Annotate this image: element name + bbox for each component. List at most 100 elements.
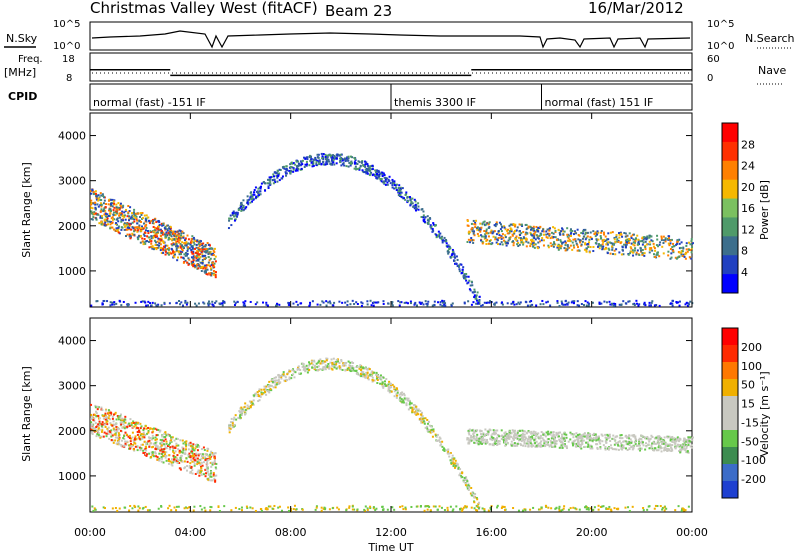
- data-cell: [550, 431, 553, 434]
- data-cell: [335, 162, 338, 165]
- data-cell: [681, 250, 684, 253]
- data-cell: [578, 304, 581, 307]
- data-cell: [94, 404, 97, 407]
- data-cell: [584, 231, 587, 234]
- data-cell: [611, 243, 614, 246]
- data-cell: [417, 205, 420, 208]
- data-cell: [143, 238, 146, 241]
- data-cell: [159, 429, 162, 432]
- data-cell: [531, 437, 534, 440]
- data-cell: [321, 368, 324, 371]
- data-cell: [569, 228, 572, 231]
- data-cell: [622, 444, 625, 447]
- data-cell: [465, 476, 468, 479]
- data-cell: [138, 422, 141, 425]
- data-cell: [439, 444, 442, 447]
- data-cell: [143, 214, 146, 217]
- data-cell: [289, 163, 292, 166]
- data-cell: [577, 238, 580, 241]
- data-cell: [198, 445, 201, 448]
- data-cell: [104, 206, 107, 209]
- data-cell: [487, 232, 490, 235]
- data-cell: [178, 449, 181, 452]
- data-cell: [571, 248, 574, 251]
- data-cell: [147, 426, 150, 429]
- data-cell: [569, 438, 572, 441]
- data-cell: [325, 300, 328, 303]
- data-cell: [185, 445, 188, 448]
- data-cell: [184, 252, 187, 255]
- data-cell: [426, 427, 429, 430]
- data-cell: [140, 447, 143, 450]
- data-cell: [557, 247, 560, 250]
- data-cell: [364, 374, 367, 377]
- data-cell: [495, 301, 498, 304]
- data-cell: [459, 263, 462, 266]
- data-cell: [271, 380, 274, 383]
- data-cell: [639, 247, 642, 250]
- data-cell: [599, 244, 602, 247]
- data-cell: [201, 464, 204, 467]
- data-cell: [467, 488, 470, 491]
- data-cell: [581, 441, 584, 444]
- data-cell: [98, 422, 101, 425]
- data-cell: [111, 216, 114, 219]
- data-cell: [462, 274, 465, 277]
- data-cell: [117, 427, 120, 430]
- data-cell: [170, 230, 173, 233]
- data-cell: [163, 301, 166, 304]
- data-cell: [644, 240, 647, 243]
- data-cell: [170, 235, 173, 238]
- data-cell: [669, 248, 672, 251]
- data-cell: [113, 429, 116, 432]
- data-cell: [669, 437, 672, 440]
- data-cell: [150, 237, 153, 240]
- data-cell: [265, 393, 268, 396]
- data-cell: [621, 235, 624, 238]
- data-cell: [154, 243, 157, 246]
- data-cell: [601, 434, 604, 437]
- data-cell: [191, 460, 194, 463]
- data-cell: [175, 242, 178, 245]
- data-cell: [326, 156, 329, 159]
- data-cell: [393, 184, 396, 187]
- data-cell: [519, 234, 522, 237]
- data-cell: [431, 435, 434, 438]
- data-cell: [586, 235, 589, 238]
- data-cell: [153, 443, 156, 446]
- data-cell: [568, 238, 571, 241]
- data-cell: [285, 379, 288, 382]
- data-cell: [552, 433, 555, 436]
- data-cell: [653, 253, 656, 256]
- data-cell: [601, 245, 604, 248]
- data-cell: [146, 432, 149, 435]
- data-cell: [178, 241, 181, 244]
- data-cell: [442, 301, 445, 304]
- data-cell: [119, 204, 122, 207]
- data-cell: [514, 230, 517, 233]
- data-cell: [240, 406, 243, 409]
- data-cell: [150, 245, 153, 248]
- data-cell: [181, 250, 184, 253]
- data-cell: [266, 383, 269, 386]
- data-cell: [123, 434, 126, 437]
- data-cell: [155, 434, 158, 437]
- data-cell: [339, 153, 342, 156]
- data-cell: [407, 200, 410, 203]
- data-cell: [432, 430, 435, 433]
- data-cell: [399, 188, 402, 191]
- data-cell: [348, 365, 351, 368]
- data-cell: [134, 422, 137, 425]
- data-cell: [508, 230, 511, 233]
- data-cell: [97, 205, 100, 208]
- data-cell: [406, 399, 409, 402]
- power-colorbar-tick-4: 12: [741, 223, 755, 236]
- data-cell: [147, 431, 150, 434]
- data-cell: [268, 385, 271, 388]
- data-cell: [191, 448, 194, 451]
- data-cell: [210, 263, 213, 266]
- data-cell: [169, 440, 172, 443]
- data-cell: [197, 248, 200, 251]
- data-cell: [683, 255, 686, 258]
- data-cell: [160, 252, 163, 255]
